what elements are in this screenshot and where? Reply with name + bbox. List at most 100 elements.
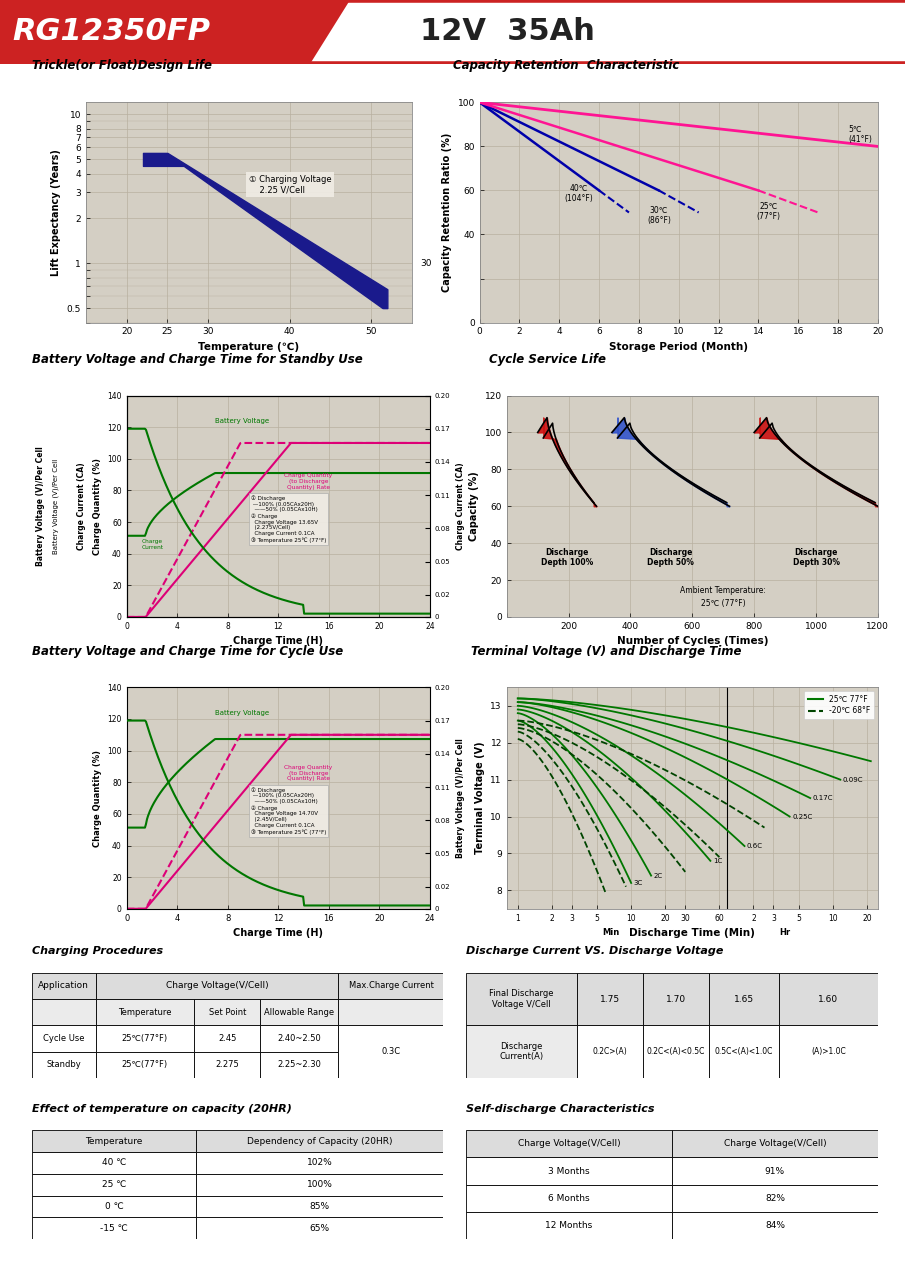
Text: Final Discharge
Voltage V/Cell: Final Discharge Voltage V/Cell: [490, 989, 554, 1009]
Text: ① Discharge
 —100% (0.05CAx20H)
  ——50% (0.05CAx10H)
② Charge
  Charge Voltage 1: ① Discharge —100% (0.05CAx20H) ——50% (0.…: [251, 787, 327, 835]
Text: 82%: 82%: [765, 1194, 785, 1203]
Bar: [32, 973, 96, 998]
Text: Application: Application: [38, 982, 89, 991]
Bar: [577, 1025, 643, 1078]
Text: Allowable Range: Allowable Range: [264, 1007, 334, 1016]
Text: 0.6C: 0.6C: [747, 844, 763, 849]
Text: RG12350FP: RG12350FP: [12, 18, 210, 46]
Y-axis label: Lift Expectancy (Years): Lift Expectancy (Years): [52, 148, 62, 276]
Bar: [672, 1212, 878, 1239]
Bar: [195, 998, 261, 1025]
Text: 1.70: 1.70: [666, 995, 686, 1004]
Text: 2.40~2.50: 2.40~2.50: [278, 1034, 321, 1043]
Text: 25℃(77°F): 25℃(77°F): [122, 1060, 168, 1069]
Text: 12 Months: 12 Months: [546, 1221, 593, 1230]
X-axis label: Storage Period (Month): Storage Period (Month): [609, 342, 748, 352]
Text: Effect of temperature on capacity (20HR): Effect of temperature on capacity (20HR): [32, 1103, 291, 1114]
Text: 12V  35Ah: 12V 35Ah: [420, 18, 595, 46]
Text: 65%: 65%: [310, 1224, 330, 1233]
Text: 1.75: 1.75: [600, 995, 620, 1004]
Y-axis label: Capacity (%): Capacity (%): [469, 471, 479, 541]
Bar: [338, 998, 443, 1025]
Text: Battery Voltage: Battery Voltage: [214, 709, 269, 716]
Text: Charge Quantity
(to Discharge
Quantity) Rate: Charge Quantity (to Discharge Quantity) …: [284, 765, 333, 782]
Bar: [779, 1025, 878, 1078]
Text: 0.3C: 0.3C: [381, 1047, 401, 1056]
Text: 3C: 3C: [634, 879, 643, 886]
Bar: [577, 973, 643, 1025]
X-axis label: Number of Cycles (Times): Number of Cycles (Times): [616, 636, 768, 646]
Text: Temperature: Temperature: [85, 1137, 143, 1146]
Text: 0.09C: 0.09C: [843, 777, 863, 782]
Text: ① Charging Voltage
    2.25 V/Cell: ① Charging Voltage 2.25 V/Cell: [249, 175, 331, 195]
Bar: [643, 1025, 709, 1078]
Legend: 25℃ 77°F, -20℃ 68°F: 25℃ 77°F, -20℃ 68°F: [804, 691, 874, 719]
Text: Ambient Temperature:: Ambient Temperature:: [681, 586, 767, 595]
Text: 0.17C: 0.17C: [813, 795, 834, 801]
Text: Cycle Service Life: Cycle Service Life: [489, 353, 605, 366]
Bar: [96, 1052, 195, 1078]
Text: 30: 30: [420, 259, 432, 268]
Text: Charge Voltage(V/Cell): Charge Voltage(V/Cell): [518, 1139, 620, 1148]
Bar: [196, 1152, 443, 1174]
Text: (A)>1.0C: (A)>1.0C: [811, 1047, 846, 1056]
Text: Hr: Hr: [779, 928, 791, 937]
Text: Charge Current (CA): Charge Current (CA): [77, 462, 86, 550]
Text: Discharge
Depth 50%: Discharge Depth 50%: [647, 548, 694, 567]
Text: Charge Voltage(V/Cell): Charge Voltage(V/Cell): [724, 1139, 826, 1148]
Bar: [672, 1130, 878, 1157]
Bar: [32, 1174, 196, 1196]
Bar: [466, 1130, 672, 1157]
Y-axis label: Charge Quantity (%): Charge Quantity (%): [93, 750, 101, 846]
Bar: [466, 1157, 672, 1185]
X-axis label: Discharge Time (Min): Discharge Time (Min): [629, 928, 756, 938]
Text: Battery Voltage (V)/Per Cell: Battery Voltage (V)/Per Cell: [36, 447, 45, 566]
Text: Self-discharge Characteristics: Self-discharge Characteristics: [466, 1103, 654, 1114]
Bar: [96, 1025, 195, 1052]
Text: 30℃
(86°F): 30℃ (86°F): [647, 206, 671, 225]
Text: Battery Voltage (V)/Per Cell: Battery Voltage (V)/Per Cell: [52, 458, 60, 554]
Bar: [32, 1052, 96, 1078]
Text: 1.60: 1.60: [818, 995, 839, 1004]
Text: 2.275: 2.275: [215, 1060, 239, 1069]
X-axis label: Charge Time (H): Charge Time (H): [233, 928, 323, 938]
Text: 25℃
(77°F): 25℃ (77°F): [757, 202, 780, 221]
Bar: [466, 1185, 672, 1212]
Text: Trickle(or Float)Design Life: Trickle(or Float)Design Life: [32, 59, 212, 72]
Bar: [96, 998, 195, 1025]
Bar: [32, 1217, 196, 1239]
Text: Max.Charge Current: Max.Charge Current: [348, 982, 433, 991]
Bar: [466, 1212, 672, 1239]
Text: Charge Voltage(V/Cell): Charge Voltage(V/Cell): [166, 982, 268, 991]
Text: 102%: 102%: [307, 1158, 333, 1167]
Text: 25℃ (77°F): 25℃ (77°F): [701, 599, 746, 608]
Bar: [643, 973, 709, 1025]
Bar: [196, 1217, 443, 1239]
Text: Charge Quantity
(to Discharge
Quantity) Rate: Charge Quantity (to Discharge Quantity) …: [284, 474, 333, 490]
Bar: [466, 1025, 577, 1078]
Text: Discharge
Current(A): Discharge Current(A): [500, 1042, 544, 1061]
Text: Temperature: Temperature: [119, 1007, 172, 1016]
Bar: [195, 1025, 261, 1052]
Text: 25℃(77°F): 25℃(77°F): [122, 1034, 168, 1043]
Text: Capacity Retention  Characteristic: Capacity Retention Characteristic: [452, 59, 679, 72]
Text: Battery Voltage: Battery Voltage: [214, 417, 269, 424]
Text: 5℃
(41°F): 5℃ (41°F): [848, 124, 872, 145]
Y-axis label: Capacity Retention Ratio (%): Capacity Retention Ratio (%): [442, 133, 452, 292]
Text: Charge
Current: Charge Current: [142, 539, 164, 550]
X-axis label: Temperature (℃): Temperature (℃): [198, 342, 300, 352]
Bar: [338, 1025, 443, 1078]
Y-axis label: Battery Voltage (V)/Per Cell: Battery Voltage (V)/Per Cell: [456, 739, 465, 858]
Bar: [32, 1196, 196, 1217]
Text: 40℃
(104°F): 40℃ (104°F): [565, 184, 594, 204]
Text: Set Point: Set Point: [208, 1007, 246, 1016]
Text: 0.2C<(A)<0.5C: 0.2C<(A)<0.5C: [647, 1047, 705, 1056]
Bar: [709, 1025, 779, 1078]
Text: 0.2C>(A): 0.2C>(A): [593, 1047, 627, 1056]
Text: 2.45: 2.45: [218, 1034, 236, 1043]
Bar: [195, 1052, 261, 1078]
Bar: [261, 1052, 338, 1078]
Text: 100%: 100%: [307, 1180, 333, 1189]
Bar: [338, 973, 443, 998]
Bar: [32, 1025, 96, 1052]
